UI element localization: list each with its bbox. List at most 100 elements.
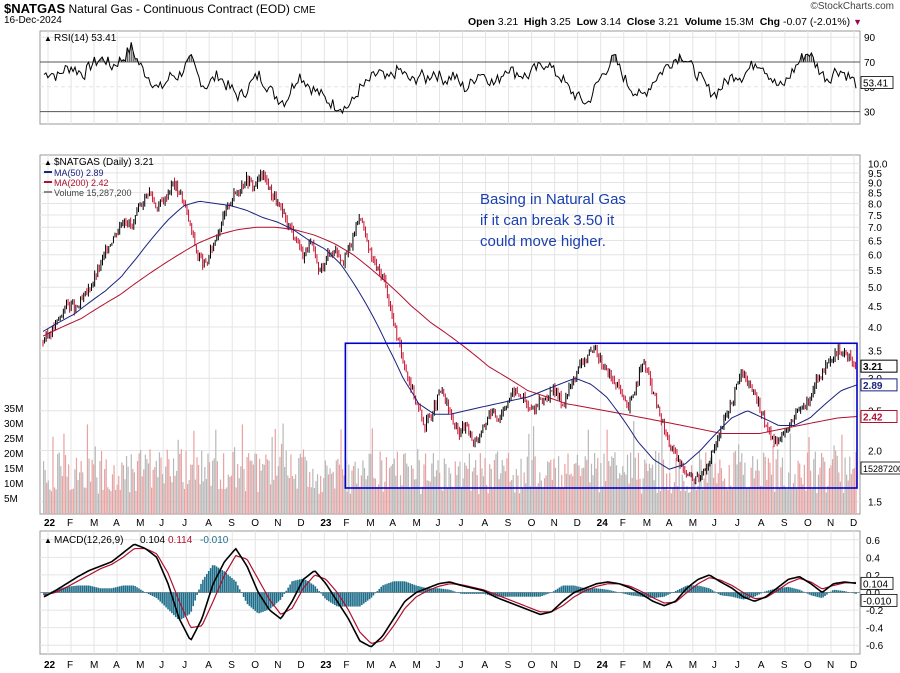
volume-bar (615, 465, 618, 514)
volume-bar (140, 449, 142, 514)
volume-bar (706, 482, 708, 514)
volume-bar (119, 489, 121, 514)
volume-bar (814, 451, 816, 514)
macd-y-tick-label: -0.6 (866, 641, 884, 652)
volume-bar (226, 487, 228, 514)
volume-bar (736, 464, 738, 514)
volume-bar (511, 480, 513, 514)
volume-bar (152, 469, 154, 514)
volume-bar (692, 483, 694, 514)
rsi-y-tick-label: 90 (864, 33, 876, 44)
basing-box (344, 342, 858, 489)
volume-bar (778, 488, 780, 514)
volume-bar (374, 478, 377, 514)
volume-bar (745, 488, 748, 514)
volume-bar (151, 487, 153, 514)
macd-x-tick-label: N (827, 660, 834, 671)
volume-bar (324, 460, 326, 514)
volume-bar (43, 461, 45, 514)
macd-legend-icon: ▲ (44, 536, 52, 545)
volume-bar (348, 464, 350, 514)
volume-bar (658, 452, 660, 514)
volume-bar (559, 487, 561, 514)
volume-bar (421, 486, 424, 514)
volume-bar (265, 454, 267, 514)
volume-bar (583, 467, 585, 514)
volume-bar (68, 464, 70, 514)
volume-bar (728, 465, 730, 514)
volume-bar (93, 464, 95, 514)
volume-bar (528, 433, 530, 514)
volume-bar (138, 453, 140, 514)
volume-bar (118, 475, 120, 514)
volume-bar (445, 463, 447, 514)
macd-x-tick-label: A (205, 660, 212, 671)
volume-bar (810, 470, 812, 514)
volume-bar (816, 493, 818, 514)
volume-bar (628, 483, 630, 514)
volume-bar (437, 460, 439, 514)
volume-bar (709, 457, 712, 514)
volume-bar (551, 479, 553, 514)
volume-bar (725, 487, 727, 514)
volume-bar (640, 493, 643, 514)
volume-bar (365, 479, 367, 514)
volume-bar (418, 460, 420, 514)
volume-bar (603, 453, 605, 514)
volume-bar (285, 450, 287, 514)
volume-bar (359, 486, 361, 514)
volume-bar (343, 475, 345, 514)
price-x-tick-label: J (159, 518, 164, 529)
macd-x-tick-label: A (389, 660, 396, 671)
volume-bar (614, 452, 616, 514)
volume-bar (556, 488, 558, 514)
volume-bar (182, 482, 184, 514)
volume-bar (199, 484, 201, 514)
price-y-tick-label: 6.0 (868, 251, 882, 262)
volume-bar (841, 434, 843, 514)
volume-bar (196, 457, 198, 514)
volume-bar (97, 493, 99, 514)
volume-bar (545, 475, 547, 514)
price-legend: $NATGAS (Daily) 3.21 (54, 157, 154, 168)
volume-bar (321, 491, 323, 514)
volume-bar (113, 465, 115, 514)
volume-bar (417, 449, 419, 514)
volume-bar (522, 488, 524, 514)
symbol: $NATGAS (4, 1, 66, 16)
price-x-tick-label: M (689, 518, 697, 529)
volume-bar (712, 477, 715, 514)
volume-bar (617, 478, 619, 514)
volume-bar (526, 456, 528, 514)
volume-bar (656, 492, 658, 514)
volume-bar (501, 460, 503, 514)
volume-bar (742, 474, 744, 514)
volume-bar (561, 474, 563, 514)
volume-bar (595, 468, 597, 514)
volume-bar (670, 493, 672, 514)
price-x-tick-label: J (712, 518, 717, 529)
volume-bar (470, 490, 472, 514)
volume-bar (833, 445, 835, 514)
volume-bar (193, 430, 195, 514)
volume-bar (644, 459, 646, 514)
macd-x-tick-label: 24 (597, 660, 609, 671)
price-x-tick-label: J (182, 518, 187, 529)
volume-bar (636, 479, 638, 514)
volume-bar (630, 452, 632, 514)
volume-bar (731, 487, 733, 514)
volume-bar (578, 465, 580, 514)
volume-bar (208, 462, 211, 514)
volume-bar (759, 485, 762, 514)
low-label: Low (576, 16, 598, 28)
volume-bar (332, 471, 334, 514)
volume-bar (753, 478, 755, 514)
volume-bar (637, 452, 640, 514)
volume-bar (207, 453, 209, 514)
price-x-tick-label: M (136, 518, 144, 529)
macd-legend-label: MACD(12,26,9) (54, 535, 123, 546)
volume-bar (276, 475, 278, 514)
volume-bar (385, 456, 388, 514)
volume-bar (648, 463, 651, 514)
volume-bar (241, 424, 244, 514)
